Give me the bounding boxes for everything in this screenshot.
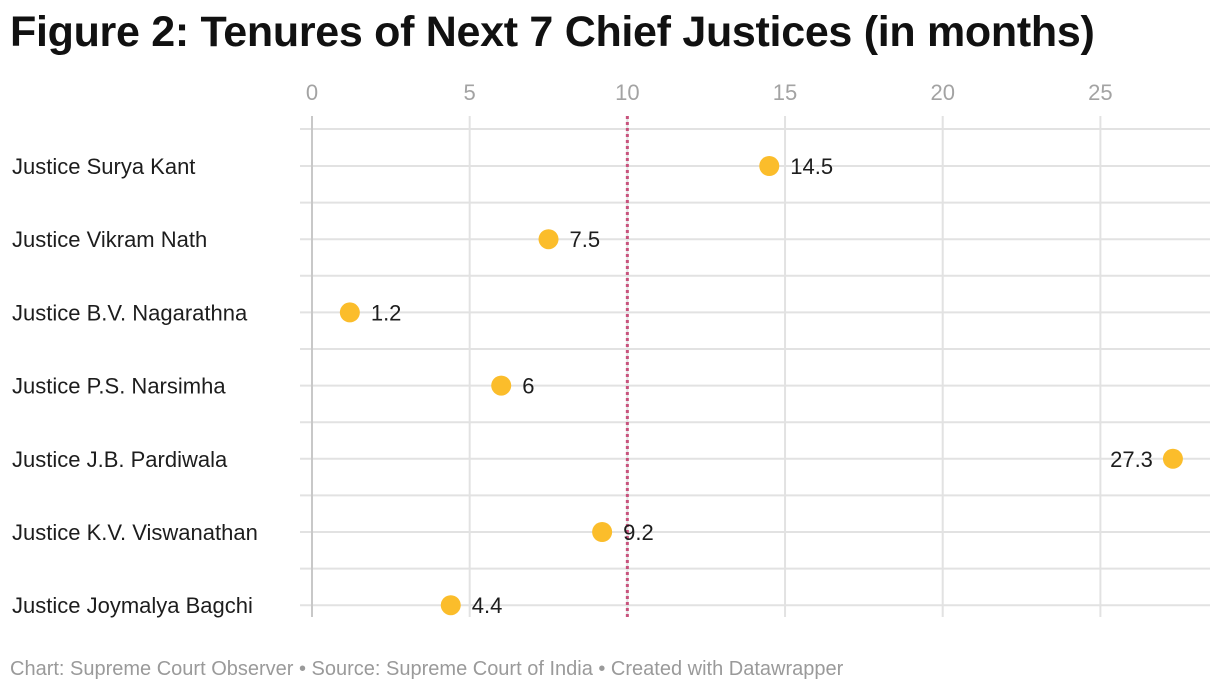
- x-tick-label: 25: [1088, 80, 1112, 105]
- data-points: [339, 156, 1183, 616]
- data-point: [759, 156, 780, 176]
- row-label: Justice P.S. Narsimha: [12, 374, 226, 399]
- x-tick-label: 20: [930, 80, 954, 105]
- row-label: Justice Vikram Nath: [12, 227, 207, 252]
- x-tick-label: 15: [773, 80, 797, 105]
- value-labels: 14.5 7.5 1.2 6 27.3 9.2 4.4: [371, 154, 1153, 618]
- data-point: [491, 375, 512, 396]
- data-point: [1162, 448, 1183, 469]
- x-tick-label: 0: [306, 80, 318, 105]
- chart-title: Figure 2: Tenures of Next 7 Chief Justic…: [10, 8, 1095, 56]
- value-label: 27.3: [1110, 447, 1153, 472]
- data-point: [339, 302, 360, 323]
- value-label: 6: [522, 374, 534, 399]
- x-tick-label: 10: [615, 80, 639, 105]
- value-label: 9.2: [623, 520, 654, 545]
- row-label: Justice J.B. Pardiwala: [12, 447, 228, 472]
- row-labels: Justice Surya Kant Justice Vikram Nath Jus…: [12, 154, 258, 618]
- value-label: 4.4: [472, 593, 503, 618]
- dot-plot: 0 5 10 15 20 25 Justice Surya Kant Justice Vik…: [12, 80, 1210, 618]
- grid-layer: [300, 116, 1210, 617]
- row-label: Justice Surya Kant: [12, 154, 195, 179]
- value-label: 14.5: [790, 154, 833, 179]
- value-label: 7.5: [570, 227, 601, 252]
- data-point: [592, 522, 613, 542]
- x-tick-label: 5: [464, 80, 476, 105]
- value-label: 1.2: [371, 300, 402, 325]
- x-axis-ticks: 0 5 10 15 20 25: [306, 80, 1113, 105]
- row-label: Justice B.V. Nagarathna: [12, 300, 248, 325]
- data-point: [538, 229, 559, 250]
- row-label: Justice Joymalya Bagchi: [12, 593, 253, 618]
- chart-footer: Chart: Supreme Court Observer • Source: …: [10, 658, 844, 680]
- data-point: [440, 595, 461, 616]
- row-label: Justice K.V. Viswanathan: [12, 520, 258, 545]
